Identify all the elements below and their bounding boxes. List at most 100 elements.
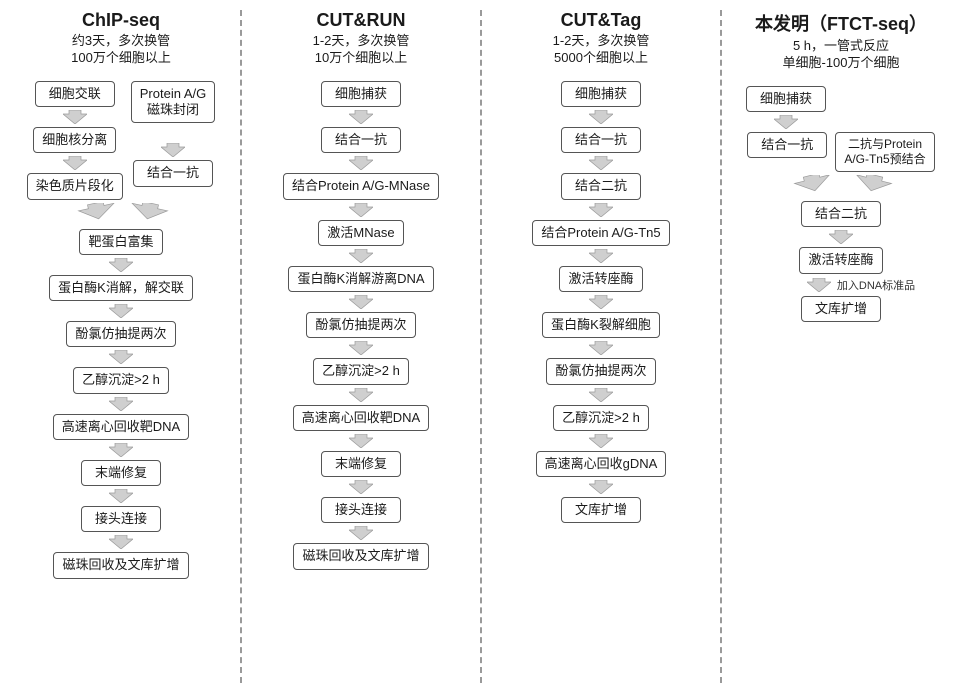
down-arrow-icon [109,350,133,364]
step-box: 细胞捕获 [746,86,826,112]
col-title: CUT&RUN [317,10,406,31]
column-divider [720,10,722,683]
step-box: 乙醇沉淀>2 h [553,405,649,431]
down-arrow-icon [161,143,185,157]
step-box: 结合一抗 [133,160,213,186]
step-box: 末端修复 [81,460,161,486]
down-arrow-icon [829,230,853,244]
down-arrow-icon [109,489,133,503]
branch-row: 结合一抗 二抗与Protein A/G-Tn5预结合 [747,132,934,172]
down-arrow-icon [807,278,831,292]
down-arrow-icon [589,341,613,355]
down-arrow-icon [589,110,613,124]
step-box: 乙醇沉淀>2 h [313,358,409,384]
column-cuttag: CUT&Tag 1-2天，多次换管 5000个细胞以上 细胞捕获 结合一抗 结合… [484,10,718,683]
down-arrow-icon [349,526,373,540]
col-title: CUT&Tag [561,10,642,31]
step-box: 结合Protein A/G-MNase [283,173,439,199]
step-box: 高速离心回收gDNA [536,451,667,477]
down-arrow-icon [349,480,373,494]
down-arrow-icon [109,397,133,411]
col-sub1: 5 h，一管式反应 [793,38,889,55]
step-box: 细胞核分离 [33,127,116,153]
step-box: 蛋白酶K消解游离DNA [288,266,433,292]
col-sub2: 单细胞-100万个细胞 [782,55,899,72]
step-box: 磁珠回收及文库扩增 [53,552,188,578]
step-box: 结合一抗 [321,127,401,153]
down-arrow-icon [349,341,373,355]
step-box: 结合二抗 [801,201,881,227]
step-box: 乙醇沉淀>2 h [73,367,169,393]
down-arrow-icon [349,295,373,309]
column-chipseq: ChIP-seq 约3天，多次换管 100万个细胞以上 细胞交联 细胞核分离 染… [4,10,238,683]
step-box: 细胞捕获 [561,81,641,107]
step-box: 结合一抗 [747,132,827,158]
column-ftctseq: 本发明（FTCT-seq） 5 h，一管式反应 单细胞-100万个细胞 细胞捕获… [724,10,958,683]
step-box: 蛋白酶K裂解细胞 [542,312,660,338]
col-title: ChIP-seq [82,10,160,31]
col-sub2: 5000个细胞以上 [554,50,648,67]
col-sub1: 约3天，多次换管 [72,33,170,50]
left-branch: 细胞交联 细胞核分离 染色质片段化 [27,81,123,200]
down-arrow-icon [63,110,87,124]
column-divider [240,10,242,683]
step-box: 结合一抗 [561,127,641,153]
step-box: 结合二抗 [561,173,641,199]
step-box: 酚氯仿抽提两次 [546,358,655,384]
col-sub2: 10万个细胞以上 [315,50,407,67]
step-box: 高速离心回收靶DNA [53,414,189,440]
down-arrow-icon [109,443,133,457]
step-box: 末端修复 [321,451,401,477]
down-arrow-icon [589,480,613,494]
down-arrow-icon [589,434,613,448]
sidenote-text: 加入DNA标准品 [837,277,915,293]
top-left-wrap: 细胞捕获 [724,86,826,112]
right-branch: Protein A/G 磁珠封闭 结合一抗 [131,81,215,187]
col-title: 本发明（FTCT-seq） [755,10,927,36]
down-arrow-icon [589,295,613,309]
col-sub2: 100万个细胞以上 [71,50,171,67]
down-arrow-icon [349,156,373,170]
branch-row: 细胞交联 细胞核分离 染色质片段化 Protein A/G 磁珠封闭 结合一抗 [27,81,216,200]
step-box: 激活MNase [318,220,403,246]
step-box: 磁珠回收及文库扩增 [293,543,428,569]
step-box: 接头连接 [321,497,401,523]
down-arrow-icon [109,258,133,272]
down-arrow-icon [589,156,613,170]
down-arrow-icon [589,388,613,402]
down-arrow-icon [109,304,133,318]
col-sub1: 1-2天，多次换管 [553,33,650,50]
step-box: 结合Protein A/G-Tn5 [532,220,669,246]
step-box: 二抗与Protein A/G-Tn5预结合 [835,132,934,172]
step-box: 文库扩增 [561,497,641,523]
step-box: 酚氯仿抽提两次 [66,321,175,347]
step-box: Protein A/G 磁珠封闭 [131,81,215,124]
column-divider [480,10,482,683]
step-box: 文库扩增 [801,296,881,322]
down-arrow-icon [109,535,133,549]
step-box: 蛋白酶K消解，解交联 [49,275,193,301]
arrow-with-note: 加入DNA标准品 [807,277,915,293]
down-arrow-icon [63,156,87,170]
down-arrow-icon [349,203,373,217]
step-box: 激活转座酶 [559,266,642,292]
col-sub1: 1-2天，多次换管 [313,33,410,50]
down-arrow-icon [349,249,373,263]
step-box: 激活转座酶 [799,247,882,273]
step-box: 高速离心回收靶DNA [293,405,429,431]
down-arrow-icon [724,115,798,129]
merge-arrow-icon [61,203,181,226]
down-arrow-icon [589,203,613,217]
down-arrow-icon [349,434,373,448]
step-box: 酚氯仿抽提两次 [306,312,415,338]
down-arrow-icon [589,249,613,263]
step-box: 染色质片段化 [27,173,123,199]
column-cutrun: CUT&RUN 1-2天，多次换管 10万个细胞以上 细胞捕获 结合一抗 结合P… [244,10,478,683]
step-box: 细胞捕获 [321,81,401,107]
step-box: 靶蛋白富集 [79,229,162,255]
step-box: 细胞交联 [35,81,115,107]
merge-arrow-icon [781,175,901,198]
down-arrow-icon [349,388,373,402]
step-box: 接头连接 [81,506,161,532]
down-arrow-icon [349,110,373,124]
